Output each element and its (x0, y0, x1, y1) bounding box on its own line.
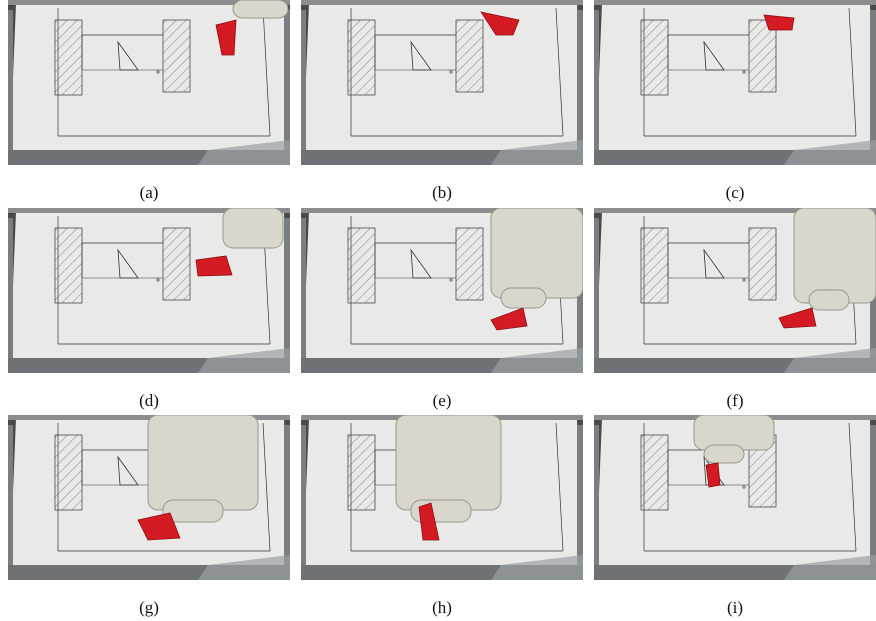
robot-arm (704, 445, 744, 463)
caption: (g) (8, 598, 290, 618)
caption: (i) (594, 598, 876, 618)
caption: (c) (594, 183, 876, 203)
photo (301, 0, 583, 165)
panel: (i) (594, 415, 876, 618)
robot-arm (233, 0, 288, 18)
photo (8, 415, 290, 580)
caption: (a) (8, 183, 290, 203)
caption: (f) (594, 391, 876, 411)
red-block (196, 256, 232, 276)
photo (301, 208, 583, 373)
photo (8, 0, 290, 165)
caption: (e) (301, 391, 583, 411)
panel: (f) (594, 208, 876, 411)
robot-arm (491, 208, 583, 298)
photo (594, 415, 876, 580)
panel: (h) (301, 415, 583, 618)
robot-arm (396, 415, 501, 510)
robot-arm (223, 208, 283, 248)
robot-arm (148, 415, 258, 510)
photo (594, 0, 876, 165)
panel: (g) (8, 415, 290, 618)
caption: (d) (8, 391, 290, 411)
photo (8, 208, 290, 373)
photo (301, 415, 583, 580)
caption: (h) (301, 598, 583, 618)
red-block (764, 15, 794, 30)
panel: (c) (594, 0, 876, 203)
panel: (a) (8, 0, 290, 203)
robot-arm (794, 208, 876, 303)
panel: (b) (301, 0, 583, 203)
photo (594, 208, 876, 373)
robot-arm (809, 290, 849, 310)
robot-arm (501, 288, 546, 308)
figure: (a) (b) (c) (d) (e) (f) (g) (h) (i) (0, 0, 876, 621)
panel: (d) (8, 208, 290, 411)
caption: (b) (301, 183, 583, 203)
panel: (e) (301, 208, 583, 411)
